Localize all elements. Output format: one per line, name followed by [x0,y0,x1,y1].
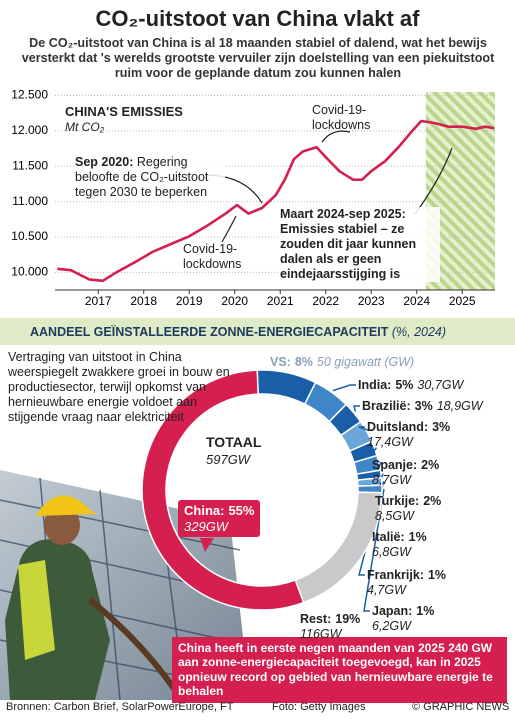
annotation: Covid-19-lockdowns [183,242,242,271]
value-label: 19% [335,612,361,626]
gw-label: 18,9GW [436,399,483,413]
section-band [0,318,515,345]
sources: Bronnen: Carbon Brief, SolarPowerEurope,… [6,701,234,713]
x-tick-label: 2019 [176,294,203,308]
value-label: 3% [432,420,451,434]
y-tick-label: 10.500 [11,229,48,243]
x-tick-label: 2017 [85,294,112,308]
slice-label: India: 5% 30,7GW [358,378,463,393]
value-label: 1% [408,530,427,544]
subtitle: De CO₂-uitstoot van China is al 18 maand… [21,36,495,81]
category: Duitsland: [367,420,429,434]
gw-label: 30,7GW [417,378,464,392]
slice-label: Spanje: 2% 8,7GW [372,458,439,488]
chart-title: CHINA'S EMISSIES [65,104,183,119]
category: Rest: [300,612,332,626]
gw-label: 50 gigawatt (GW) [316,355,415,369]
gw-label: 6,2GW [372,619,411,633]
section-title: AANDEEL GEÏNSTALLEERDE ZONNE-ENERGIECAPA… [30,325,446,340]
category: Spanje: [372,458,418,472]
y-tick-label: 12.000 [11,123,48,137]
gw-label: 17,4GW [367,435,413,449]
x-tick-label: 2024 [403,294,430,308]
pie-slice [141,369,305,611]
category: China: [184,503,225,518]
slice-label: Frankrijk: 1% 4,7GW [367,568,446,598]
slice-label: Brazilië: 3% 18,9GW [362,399,483,414]
y-tick-label: 10.000 [11,264,48,278]
slice-label: Turkije: 2% 8,5GW [375,494,441,524]
x-tick-label: 2022 [312,294,339,308]
leader-line [363,488,385,612]
slice-label: Japan: 1% 6,2GW [372,604,434,634]
x-tick-label: 2020 [221,294,248,308]
gw-label: 8,7GW [372,473,411,487]
x-tick-label: 2023 [358,294,385,308]
annotation: Maart 2024-sep 2025: Emissies stabiel – … [280,207,440,282]
slice-label: VS: 8% 50 gigawatt (GW) [270,355,414,370]
total-value: 597GW [206,452,251,467]
category: VS: [270,355,291,369]
category: India: [358,378,392,392]
value-label: 2% [421,458,440,472]
x-tick-label: 2025 [449,294,476,308]
value-label: 8% [294,355,313,369]
annotation-text: Regering beloofte de CO₂-uitstoot tegen … [75,155,209,199]
gw-label: 6,8GW [372,545,411,559]
y-axis-label: Mt CO₂ [65,120,105,134]
category: Frankrijk: [367,568,424,582]
photo-credit: Foto: Getty Images [272,701,366,713]
value-label: 1% [427,568,447,582]
category: Turkije: [375,494,420,508]
x-tick-label: 2018 [130,294,157,308]
value-label: 1% [416,604,435,618]
annotation: Sep 2020: Regering beloofte de CO₂-uitst… [75,155,225,200]
category: Brazilië: [362,399,411,413]
value-label: 55% [228,503,255,518]
leader-line [353,405,360,412]
annotation: Covid-19-lockdowns [312,103,371,132]
gw-label: 4,7GW [367,583,406,597]
pie-subtitle: (%, 2024) [391,325,447,339]
gw-label: 8,5GW [375,509,414,523]
credit: © GRAPHIC NEWS [412,701,510,713]
annotation-arrow [321,130,351,143]
y-tick-label: 11.000 [12,194,48,208]
total-label: TOTAAL [206,434,262,450]
gw-label: 329GW [184,518,229,534]
label-pointer [200,538,214,552]
x-tick-label: 2021 [267,294,294,308]
category: Japan: [372,604,413,618]
note: Vertraging van uitstoot in China weerspi… [8,350,230,424]
value-label: 2% [423,494,442,508]
y-tick-label: 11.500 [12,158,48,172]
china-label: China: 55% 329GW [178,500,261,538]
annotation-label: Sep 2020: [75,155,134,169]
slice-label: Rest: 19% 116GW [300,612,360,642]
leader-line [332,384,356,392]
slice-label: Duitsland: 3% 17,4GW [367,420,450,450]
pie-title: AANDEEL GEÏNSTALLEERDE ZONNE-ENERGIECAPA… [30,325,389,339]
value-label: 3% [414,399,433,413]
leader-line [358,426,369,432]
value-label: 5% [395,378,414,392]
category: Italië: [372,530,405,544]
annotation-arrow [221,215,237,243]
title: CO₂-uitstoot van China vlakt af [95,6,420,31]
callout: China heeft in eerste negen maanden van … [172,637,507,703]
y-tick-label: 12.500 [11,88,48,102]
gw-label: 116GW [300,627,342,641]
emissions-line [57,119,495,283]
slice-label: Italië: 1% 6,8GW [372,530,427,560]
